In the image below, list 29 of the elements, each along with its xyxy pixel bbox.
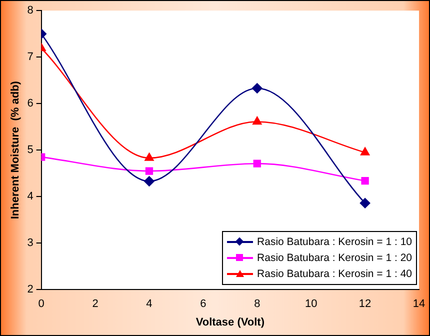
y-tick-label: 4 xyxy=(27,190,34,203)
y-tick-label: 6 xyxy=(27,98,34,110)
y-tick-label: 7 xyxy=(27,51,34,64)
y-tick-label: 2 xyxy=(27,284,34,296)
x-tick-label: 12 xyxy=(358,298,372,310)
point xyxy=(253,160,261,168)
x-tick-label: 0 xyxy=(38,298,44,310)
y-tick-label: 8 xyxy=(27,4,34,17)
y-axis-title: Inherent Moisture (% adb) xyxy=(10,80,22,220)
point xyxy=(252,83,262,94)
legend-label: Rasio Batubara : Kerosin = 1 : 40 xyxy=(257,268,412,280)
point xyxy=(360,198,370,208)
x-tick-label: 4 xyxy=(146,298,152,310)
x-tick-label: 2 xyxy=(92,298,98,310)
legend-label: Rasio Batubara : Kerosin = 1 : 10 xyxy=(257,236,412,248)
point xyxy=(144,152,154,161)
x-tick-label: 8 xyxy=(254,298,260,310)
x-tick-label: 10 xyxy=(304,298,318,310)
point xyxy=(361,176,369,185)
point xyxy=(252,116,262,125)
x-axis-title: Voltase (Volt) xyxy=(196,316,265,328)
point xyxy=(144,176,154,186)
x-tick-label: 14 xyxy=(412,298,426,310)
point xyxy=(360,147,370,156)
legend-label: Rasio Batubara : Kerosin = 1 : 20 xyxy=(257,252,412,264)
x-tick-label: 6 xyxy=(200,298,206,310)
y-tick-label: 5 xyxy=(27,144,34,156)
point xyxy=(145,167,154,175)
y-tick-label: 3 xyxy=(27,237,34,250)
